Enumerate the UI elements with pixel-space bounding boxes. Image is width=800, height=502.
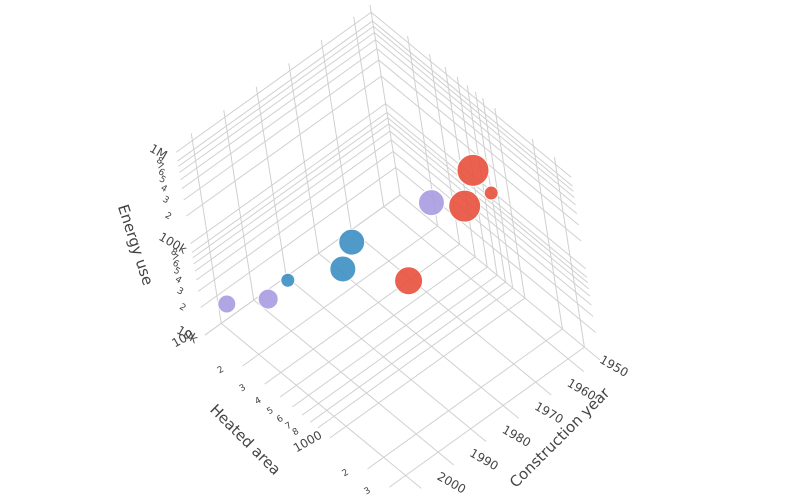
point xyxy=(448,189,482,223)
y-tick-label: 2 xyxy=(216,365,226,377)
z-tick-label: 7 xyxy=(155,161,165,173)
point xyxy=(338,228,366,256)
point xyxy=(417,189,445,217)
grid-line xyxy=(329,297,526,439)
z-tick-label: 6 xyxy=(171,259,181,271)
z-tick-label: 2 xyxy=(163,211,173,223)
z-tick-label: 8 xyxy=(154,156,164,168)
grid-line xyxy=(390,139,592,306)
z-tick-label: 5 xyxy=(172,266,182,278)
grid-line xyxy=(178,25,374,167)
grid-line xyxy=(183,59,379,201)
grid-line xyxy=(191,112,388,253)
point xyxy=(394,266,424,296)
grid-line xyxy=(175,11,372,153)
y-tick-label: 3 xyxy=(363,486,373,498)
y-tick-label: 3 xyxy=(238,383,248,395)
point xyxy=(456,153,490,187)
y-tick-label: 4 xyxy=(253,396,263,408)
grid-line xyxy=(288,63,320,254)
grid-line xyxy=(317,287,514,429)
z-tick-label: 5 xyxy=(157,174,167,186)
y-tick-label: 7 xyxy=(284,421,294,433)
grid-line xyxy=(255,86,287,277)
grid-line xyxy=(179,32,375,173)
grid-line xyxy=(376,48,578,214)
grid-line xyxy=(177,20,373,162)
grid-line xyxy=(285,276,487,443)
grid-line xyxy=(378,59,580,226)
z-tick-label: 8 xyxy=(169,247,179,259)
grid-line xyxy=(375,39,576,206)
grid-line xyxy=(350,229,552,396)
grid-line xyxy=(392,151,594,317)
grid-line xyxy=(353,16,385,207)
grid-line xyxy=(242,225,438,367)
grid-line xyxy=(194,130,391,272)
grid-line xyxy=(372,20,573,187)
grid-line xyxy=(370,11,572,178)
grid-line xyxy=(192,117,389,259)
grid-line xyxy=(253,299,455,466)
grid-line xyxy=(383,206,585,373)
z-tick-label: 3 xyxy=(175,286,185,298)
point xyxy=(217,294,237,314)
grid-line xyxy=(197,150,394,292)
grid-line xyxy=(204,194,401,336)
z-tick-label: 6 xyxy=(156,167,166,179)
grid-line xyxy=(223,109,255,301)
grid-line xyxy=(185,75,382,217)
grid-line xyxy=(389,130,591,297)
grid-line xyxy=(190,103,386,245)
grid-line xyxy=(310,281,506,423)
z-tick-label: 7 xyxy=(170,252,180,264)
grid-line xyxy=(389,346,585,488)
grid-line xyxy=(374,32,575,198)
grid-line xyxy=(387,117,589,284)
grid-line xyxy=(320,39,352,231)
grid-line xyxy=(301,274,498,416)
grid-line xyxy=(264,243,460,385)
z-tick-label: 4 xyxy=(173,275,183,287)
grid-line xyxy=(318,252,520,419)
grid-line xyxy=(181,48,378,190)
grid-line xyxy=(193,123,390,265)
y-tick-label: 5 xyxy=(266,406,276,418)
grid-line xyxy=(385,103,586,270)
y-tick-label: 6 xyxy=(275,414,285,426)
y-tick-label: 8 xyxy=(291,427,301,439)
grid-line xyxy=(399,194,601,361)
grid-line xyxy=(180,39,376,181)
point xyxy=(280,272,296,288)
point xyxy=(257,288,279,310)
grid-line xyxy=(291,266,488,408)
y-tick-label: 2 xyxy=(341,468,351,480)
grid-line xyxy=(279,256,476,398)
grid-line xyxy=(220,322,422,489)
grid-line xyxy=(190,133,222,324)
z-tick-label: 4 xyxy=(159,183,169,195)
point xyxy=(483,185,499,201)
grid-line xyxy=(553,157,585,348)
point xyxy=(329,255,357,283)
grid-line xyxy=(196,139,392,281)
grid-line xyxy=(494,107,526,299)
grid-line xyxy=(367,328,563,470)
grid-line xyxy=(531,138,563,330)
grid-line xyxy=(373,26,574,192)
grid-line xyxy=(200,167,396,308)
grid-line xyxy=(388,123,590,290)
grid-line xyxy=(369,4,401,196)
z-tick-label: 2 xyxy=(177,302,187,314)
z-tick-label: 3 xyxy=(160,195,170,207)
